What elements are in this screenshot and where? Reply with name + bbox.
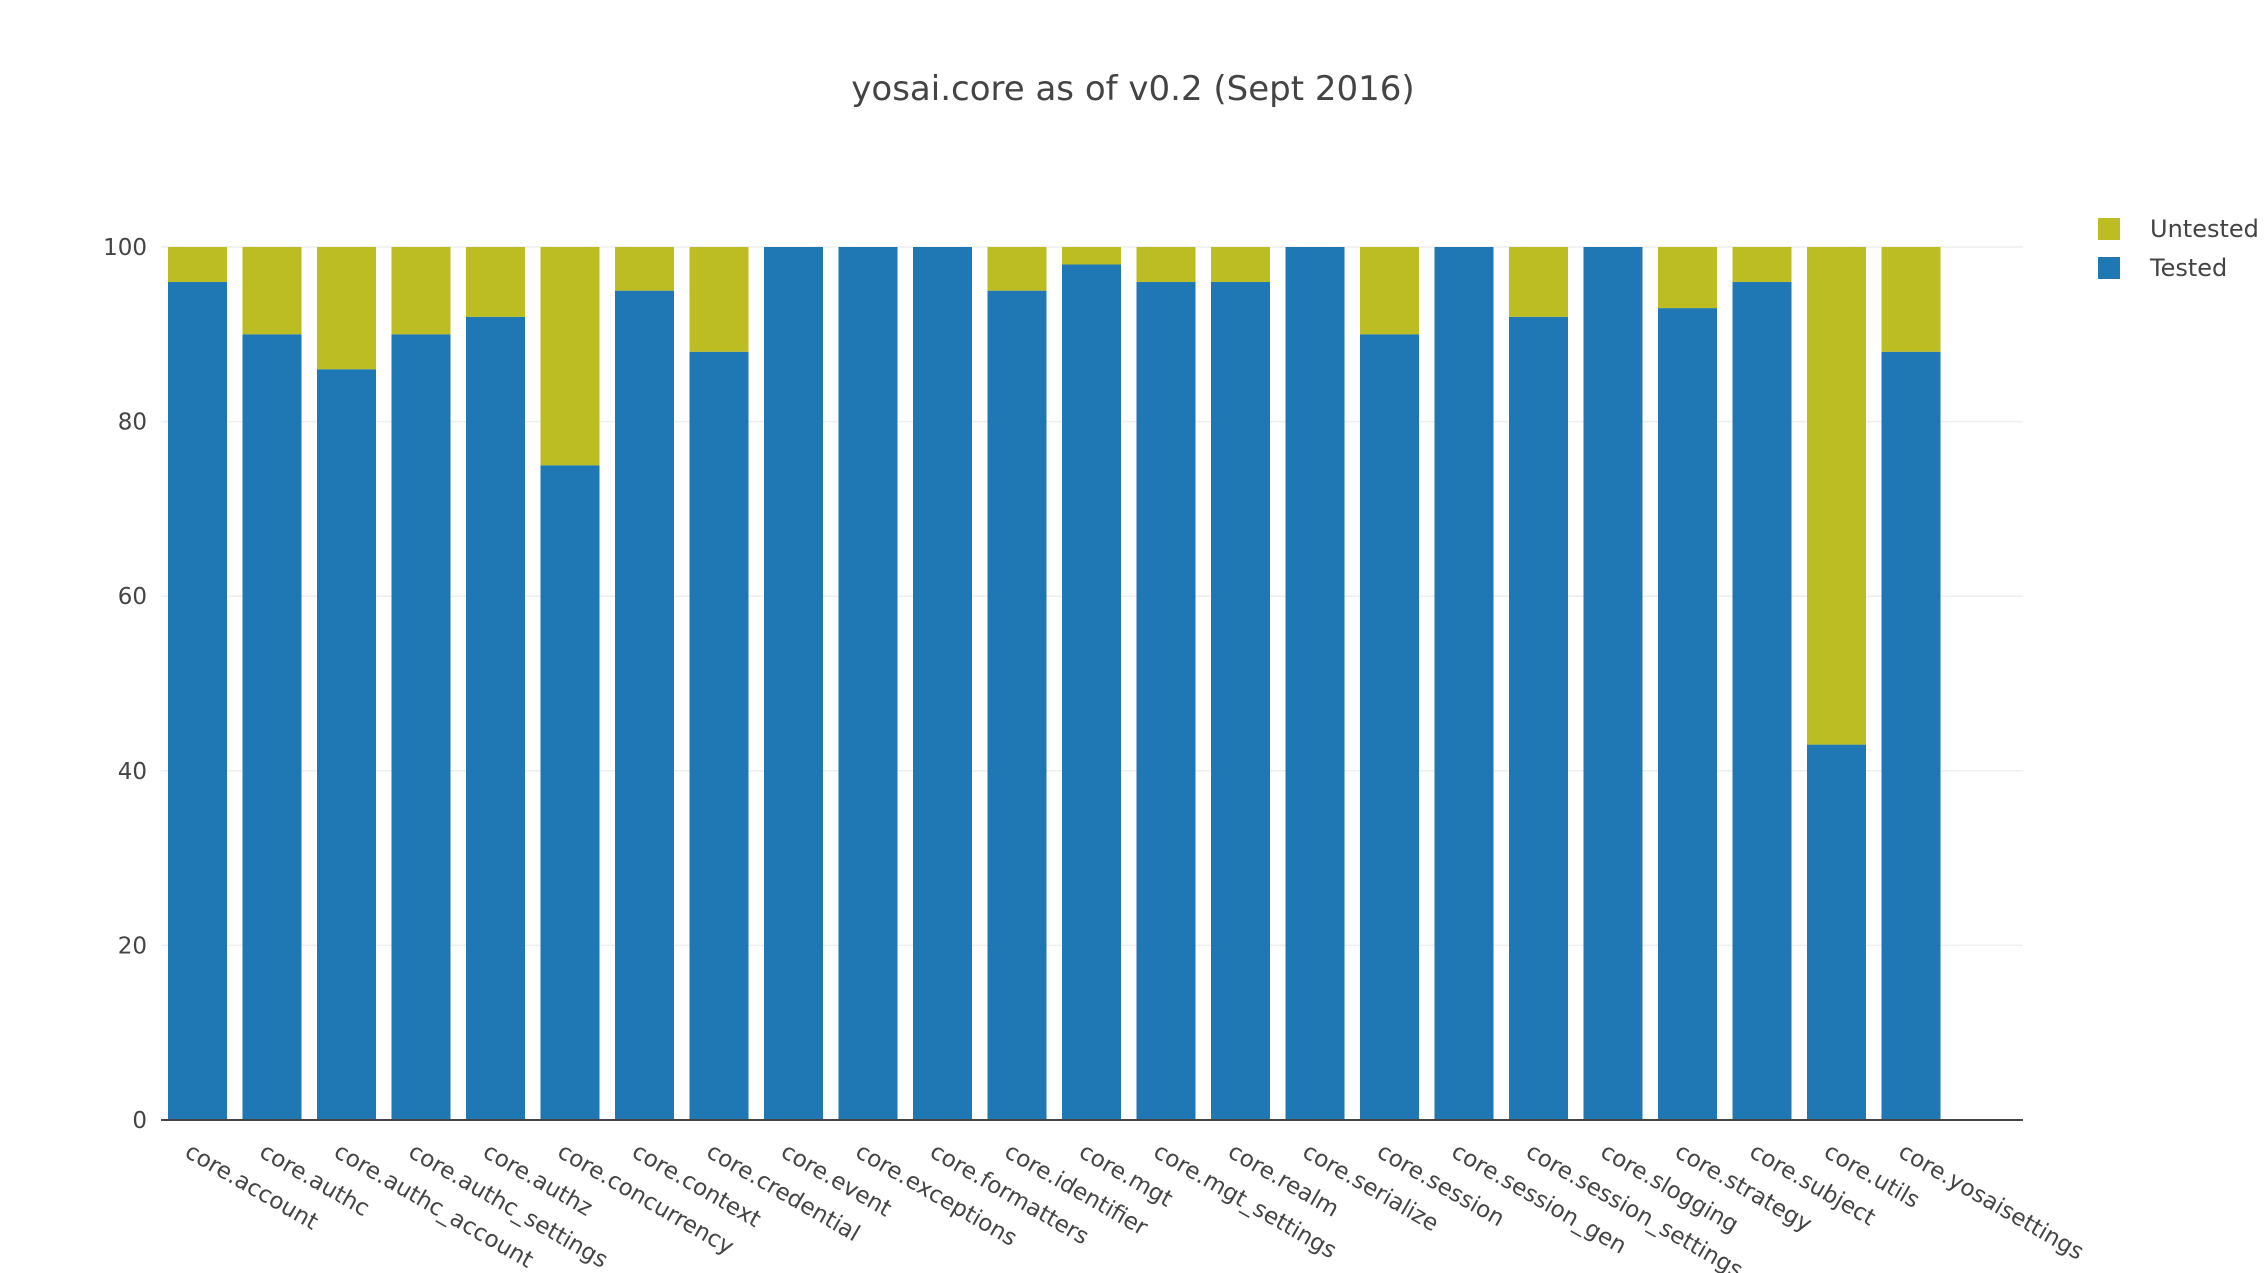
bar-untested [317, 247, 376, 370]
bar-tested [168, 281, 227, 1120]
bar-tested [1509, 316, 1568, 1121]
bar-untested [615, 247, 674, 291]
bar-untested [391, 247, 451, 335]
bar-tested [1434, 247, 1494, 1120]
bar-tested [1807, 744, 1866, 1120]
y-tick-label: 0 [132, 1108, 147, 1134]
y-tick-label: 100 [103, 235, 147, 261]
bar-untested [689, 247, 749, 352]
bar-tested [391, 334, 451, 1120]
y-tick-label: 20 [118, 933, 147, 959]
bar-tested [242, 334, 302, 1120]
bar-tested [466, 316, 525, 1121]
bar-untested [466, 247, 525, 317]
chart-title: yosai.core as of v0.2 (Sept 2016) [851, 69, 1414, 109]
bar-untested [1658, 247, 1717, 309]
bar-untested [540, 247, 600, 466]
bar-tested [1285, 247, 1345, 1120]
y-tick-label: 60 [118, 584, 147, 610]
bar-untested [1509, 247, 1568, 317]
bar-untested [1062, 247, 1121, 265]
bar-tested [913, 247, 972, 1120]
bar-untested [1881, 247, 1941, 352]
bar-tested [1732, 281, 1792, 1120]
legend-item[interactable]: Tested [2098, 254, 2227, 282]
x-tick-label: core.yosaisettings [1894, 1139, 2088, 1266]
bar-tested [1881, 351, 1941, 1120]
bar-untested [1360, 247, 1419, 335]
bar-untested [987, 247, 1047, 291]
bar-untested [1732, 247, 1792, 282]
bar-tested [540, 465, 600, 1120]
bar-tested [838, 247, 898, 1120]
bar-tested [1211, 281, 1270, 1120]
legend: Untested Tested [2098, 215, 2259, 282]
bar-tested [615, 290, 674, 1120]
legend-item[interactable]: Untested [2098, 215, 2259, 243]
bar-tested [1062, 264, 1121, 1121]
bars [168, 247, 1941, 1121]
bar-tested [1136, 281, 1196, 1120]
bar-tested [1583, 247, 1643, 1120]
legend-label: Untested [2150, 215, 2259, 243]
legend-swatch [2098, 257, 2120, 279]
bar-untested [1807, 247, 1866, 745]
bar-tested [987, 290, 1047, 1120]
bar-tested [317, 369, 376, 1121]
bar-untested [1211, 247, 1270, 282]
y-tick-label: 40 [118, 759, 147, 785]
bar-untested [168, 247, 227, 282]
bar-tested [764, 247, 823, 1120]
bar-tested [689, 351, 749, 1120]
legend-swatch [2098, 218, 2120, 240]
bar-untested [1136, 247, 1196, 282]
y-tick-label: 80 [118, 410, 147, 436]
bar-tested [1658, 308, 1717, 1120]
bar-untested [242, 247, 302, 335]
legend-label: Tested [2149, 254, 2227, 282]
bar-tested [1360, 334, 1419, 1120]
